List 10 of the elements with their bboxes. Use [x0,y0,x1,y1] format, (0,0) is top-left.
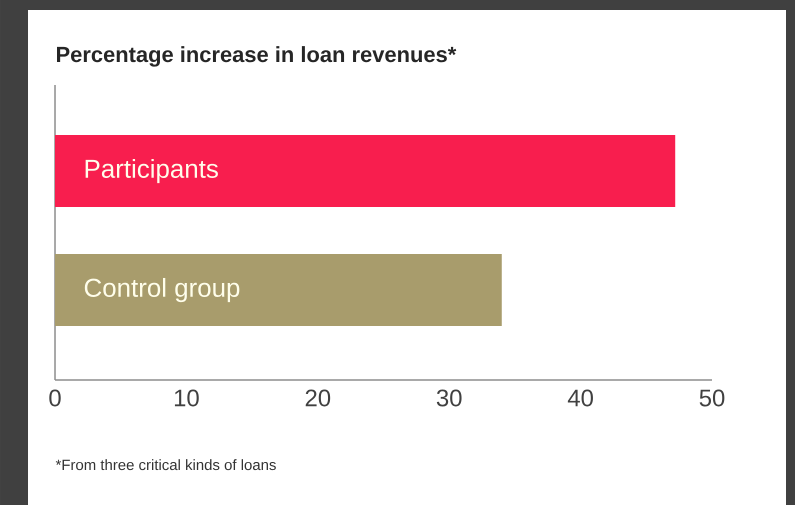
x-tick-label: 30 [436,390,462,406]
y-tick-label: Participants [86,158,218,184]
chart-title: Percentage increase in loan revenues* [57,46,456,67]
x-tick-label: 50 [700,390,724,406]
x-tick-label: 40 [568,390,593,406]
x-tick-label: 20 [306,390,330,406]
y-tick-label: Control group [84,278,240,302]
x-tick-label: 0 [49,390,61,406]
text: *From three critical kinds of loans [56,459,276,470]
x-tick-label: 10 [174,390,199,406]
